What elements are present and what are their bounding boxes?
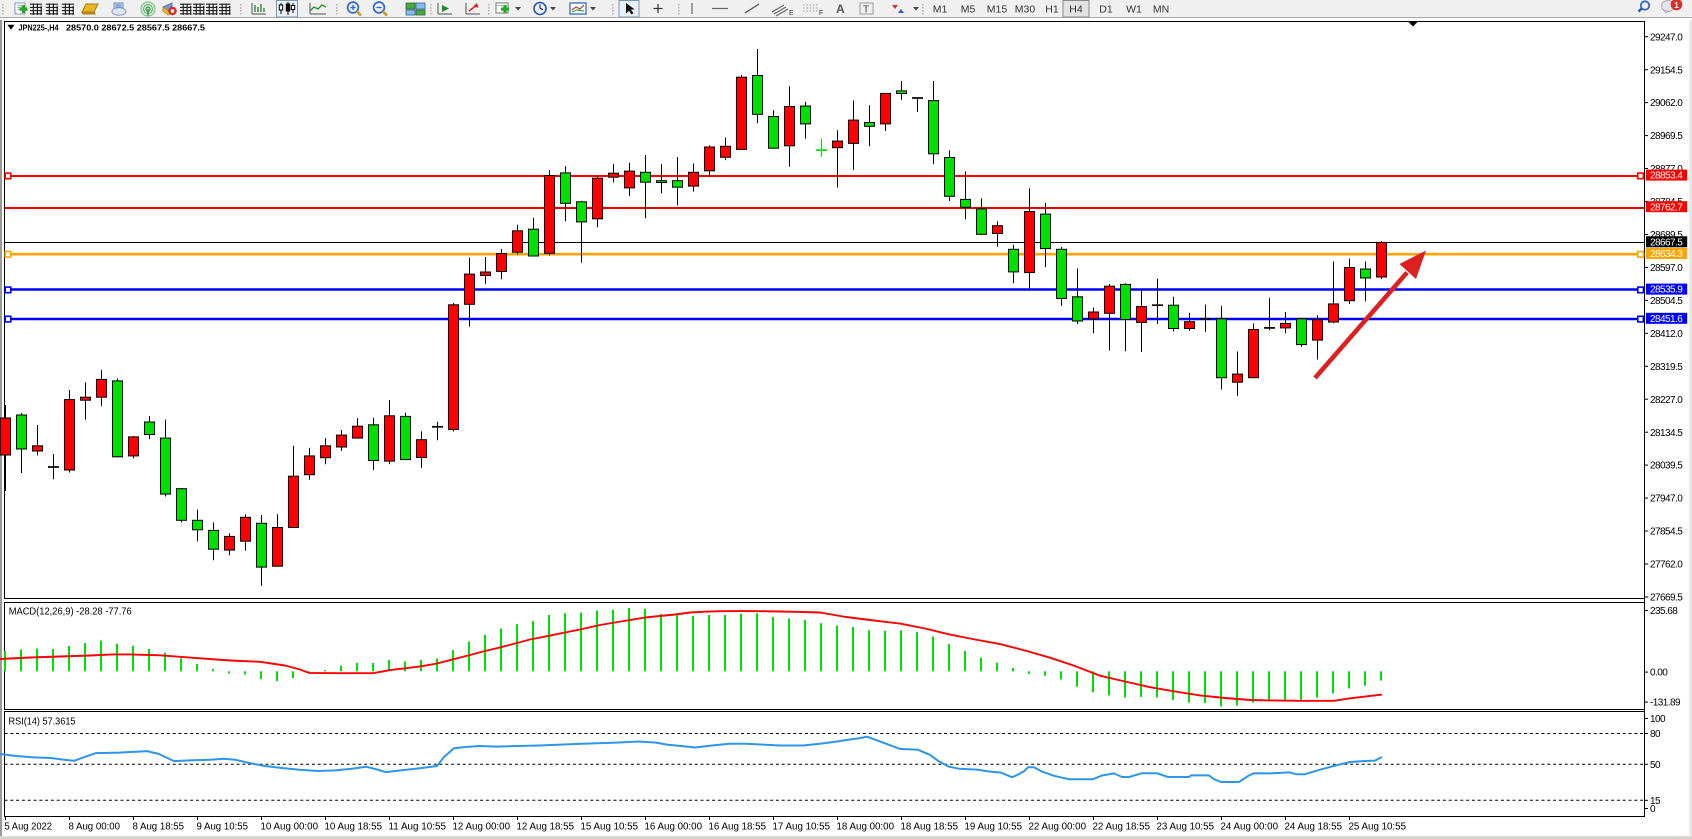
svg-text:28762.7: 28762.7 (1650, 202, 1683, 213)
svg-text:MN: MN (1153, 4, 1169, 16)
svg-text:50: 50 (1650, 760, 1661, 771)
svg-text:28969.5: 28969.5 (1650, 131, 1683, 142)
svg-text:28597.0: 28597.0 (1650, 263, 1683, 274)
svg-text:27854.5: 27854.5 (1650, 527, 1683, 538)
svg-text:RSI(14) 57.3615: RSI(14) 57.3615 (9, 716, 76, 727)
svg-text:23 Aug 10:55: 23 Aug 10:55 (1157, 821, 1215, 832)
svg-text:18 Aug 00:00: 18 Aug 00:00 (837, 821, 895, 832)
svg-text:22 Aug 18:55: 22 Aug 18:55 (1093, 821, 1151, 832)
svg-text:18 Aug 18:55: 18 Aug 18:55 (901, 821, 959, 832)
svg-text:A: A (836, 2, 845, 16)
svg-text:29154.5: 29154.5 (1650, 65, 1683, 76)
svg-text:0.00: 0.00 (1650, 668, 1668, 679)
svg-text:10 Aug 18:55: 10 Aug 18:55 (325, 821, 383, 832)
svg-text:5 Aug 2022: 5 Aug 2022 (5, 821, 53, 832)
svg-text:H1: H1 (1045, 4, 1059, 16)
svg-text:19 Aug 10:55: 19 Aug 10:55 (965, 821, 1023, 832)
svg-text:10 Aug 00:00: 10 Aug 00:00 (261, 821, 319, 832)
svg-text:28689.5: 28689.5 (1650, 230, 1683, 241)
svg-text:80: 80 (1650, 729, 1661, 740)
svg-text:100: 100 (1650, 714, 1666, 725)
svg-text:28451.6: 28451.6 (1650, 314, 1683, 325)
svg-text:28570.0 28672.5 28567.5 28667.: 28570.0 28672.5 28567.5 28667.5 (66, 23, 205, 33)
svg-text:24 Aug 18:55: 24 Aug 18:55 (1285, 821, 1343, 832)
svg-text:E: E (789, 10, 794, 17)
svg-text:1: 1 (1674, 0, 1679, 10)
svg-text:28634.3: 28634.3 (1650, 249, 1683, 260)
svg-text:27762.0: 27762.0 (1650, 560, 1683, 571)
svg-text:24 Aug 00:00: 24 Aug 00:00 (1221, 821, 1279, 832)
svg-text:0: 0 (1650, 804, 1656, 815)
svg-text:12 Aug 00:00: 12 Aug 00:00 (453, 821, 511, 832)
svg-text:9 Aug 10:55: 9 Aug 10:55 (197, 821, 249, 832)
svg-text:11 Aug 10:55: 11 Aug 10:55 (389, 821, 447, 832)
svg-text:28227.0: 28227.0 (1650, 395, 1683, 406)
svg-text:28134.5: 28134.5 (1650, 428, 1683, 439)
svg-text:MACD(12,26,9) -28.28 -77.76: MACD(12,26,9) -28.28 -77.76 (9, 607, 132, 618)
svg-text:8 Aug 00:00: 8 Aug 00:00 (69, 821, 121, 832)
svg-text:29062.0: 29062.0 (1650, 98, 1683, 109)
svg-text:17 Aug 10:55: 17 Aug 10:55 (773, 821, 831, 832)
svg-text:28319.5: 28319.5 (1650, 362, 1683, 373)
svg-text:28504.5: 28504.5 (1650, 296, 1683, 307)
svg-text:28039.5: 28039.5 (1650, 461, 1683, 472)
svg-text:-131.89: -131.89 (1650, 698, 1681, 709)
svg-text:28535.9: 28535.9 (1650, 285, 1683, 296)
svg-text:28667.5: 28667.5 (1650, 237, 1683, 248)
svg-text:15: 15 (1650, 796, 1661, 807)
svg-text:M5: M5 (961, 4, 976, 16)
svg-text:H4: H4 (1069, 4, 1083, 16)
svg-text:28412.0: 28412.0 (1650, 329, 1683, 340)
svg-text:M15: M15 (987, 4, 1008, 16)
svg-text:16 Aug 00:00: 16 Aug 00:00 (645, 821, 703, 832)
svg-text:28853.4: 28853.4 (1650, 171, 1683, 182)
svg-text:27947.0: 27947.0 (1650, 494, 1683, 505)
svg-text:T: T (863, 5, 869, 16)
svg-text:M30: M30 (1015, 4, 1036, 16)
svg-text:12 Aug 18:55: 12 Aug 18:55 (517, 821, 575, 832)
svg-text:15 Aug 10:55: 15 Aug 10:55 (581, 821, 639, 832)
svg-text:25 Aug 10:55: 25 Aug 10:55 (1349, 821, 1407, 832)
svg-text:22 Aug 00:00: 22 Aug 00:00 (1029, 821, 1087, 832)
svg-text:8 Aug 18:55: 8 Aug 18:55 (133, 821, 185, 832)
svg-text:W1: W1 (1126, 4, 1142, 16)
svg-text:M1: M1 (933, 4, 948, 16)
svg-text:D1: D1 (1099, 4, 1113, 16)
svg-text:F: F (819, 10, 823, 17)
svg-text:16 Aug 18:55: 16 Aug 18:55 (709, 821, 767, 832)
svg-text:29247.0: 29247.0 (1650, 32, 1683, 43)
svg-text:235.68: 235.68 (1650, 606, 1678, 617)
svg-text:JPN225-,H4: JPN225-,H4 (19, 23, 59, 33)
svg-text:27669.5: 27669.5 (1650, 593, 1683, 604)
